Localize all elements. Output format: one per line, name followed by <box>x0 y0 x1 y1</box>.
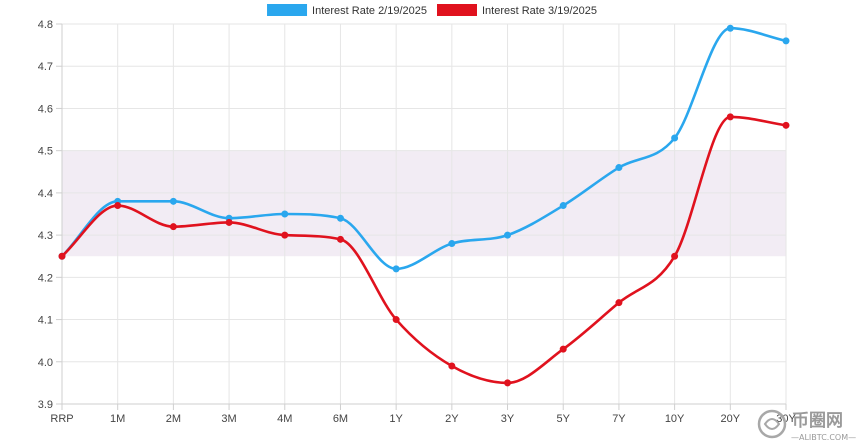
legend-item-2[interactable]: Interest Rate 3/19/2025 <box>437 4 597 17</box>
y-tick-label: 4.8 <box>38 19 53 31</box>
data-point[interactable] <box>281 210 289 218</box>
legend[interactable]: Interest Rate 2/19/2025 Interest Rate 3/1… <box>267 4 597 17</box>
legend-item-1[interactable]: Interest Rate 2/19/2025 <box>267 4 427 17</box>
data-point[interactable] <box>615 164 623 172</box>
x-tick-label: 3Y <box>501 413 515 425</box>
y-tick-label: 4.1 <box>38 315 53 327</box>
legend-label: Interest Rate 2/19/2025 <box>312 5 427 17</box>
data-point[interactable] <box>169 197 177 205</box>
data-point[interactable] <box>336 214 344 222</box>
y-tick-label: 4.7 <box>38 61 53 73</box>
series-lines <box>58 24 790 387</box>
y-tick-label: 3.9 <box>38 399 53 411</box>
x-tick-label: 10Y <box>665 413 685 425</box>
data-point[interactable] <box>504 231 512 239</box>
x-tick-label: 6M <box>333 413 348 425</box>
x-tick-label: 4M <box>277 413 292 425</box>
data-point[interactable] <box>782 37 790 45</box>
data-point[interactable] <box>281 231 289 239</box>
y-tick-label: 4.2 <box>38 272 53 284</box>
data-point[interactable] <box>559 345 567 353</box>
data-point[interactable] <box>114 202 122 210</box>
data-point[interactable] <box>726 113 734 121</box>
y-tick-label: 4.5 <box>38 146 53 158</box>
y-tick-label: 4.4 <box>38 188 53 200</box>
data-point[interactable] <box>336 235 344 243</box>
data-point[interactable] <box>671 252 679 260</box>
data-point[interactable] <box>392 316 400 324</box>
legend-label: Interest Rate 3/19/2025 <box>482 5 597 17</box>
series-2 <box>58 113 790 387</box>
data-point[interactable] <box>225 218 233 226</box>
watermark-coin-glyph <box>763 418 781 430</box>
watermark-subtext: —ALIBTC.COM— <box>791 433 856 442</box>
data-point[interactable] <box>559 202 567 210</box>
data-point[interactable] <box>169 223 177 231</box>
watermark-logo: 币圈网 —ALIBTC.COM— <box>757 409 856 442</box>
data-point[interactable] <box>448 240 456 248</box>
x-tick-label: 20Y <box>721 413 741 425</box>
watermark-text: 币圈网 <box>792 411 843 431</box>
data-point[interactable] <box>58 252 66 260</box>
y-tick-label: 4.3 <box>38 230 53 242</box>
x-tick-label: 2Y <box>445 413 459 425</box>
x-tick-label: 3M <box>221 413 236 425</box>
data-point[interactable] <box>448 362 456 370</box>
data-point[interactable] <box>392 265 400 273</box>
x-tick-label: RRP <box>50 413 73 425</box>
y-tick-label: 4.6 <box>38 103 53 115</box>
x-tick-label: 5Y <box>556 413 570 425</box>
data-point[interactable] <box>671 134 679 142</box>
x-tick-label: 7Y <box>612 413 626 425</box>
axes: 3.9 4.0 4.1 4.2 4.3 4.4 4.5 4.6 4.7 4.8 RRP 1M 2M 3M 4… <box>38 19 797 425</box>
legend-swatch <box>437 4 477 16</box>
data-point[interactable] <box>504 379 512 387</box>
data-point[interactable] <box>782 121 790 129</box>
data-point[interactable] <box>615 299 623 307</box>
y-tick-label: 4.0 <box>38 357 53 369</box>
watermark-coin-icon <box>757 409 787 439</box>
x-tick-label: 2M <box>166 413 181 425</box>
legend-swatch <box>267 4 308 16</box>
x-tick-label: 1Y <box>389 413 403 425</box>
data-point[interactable] <box>726 24 734 32</box>
x-tick-label: 1M <box>110 413 125 425</box>
